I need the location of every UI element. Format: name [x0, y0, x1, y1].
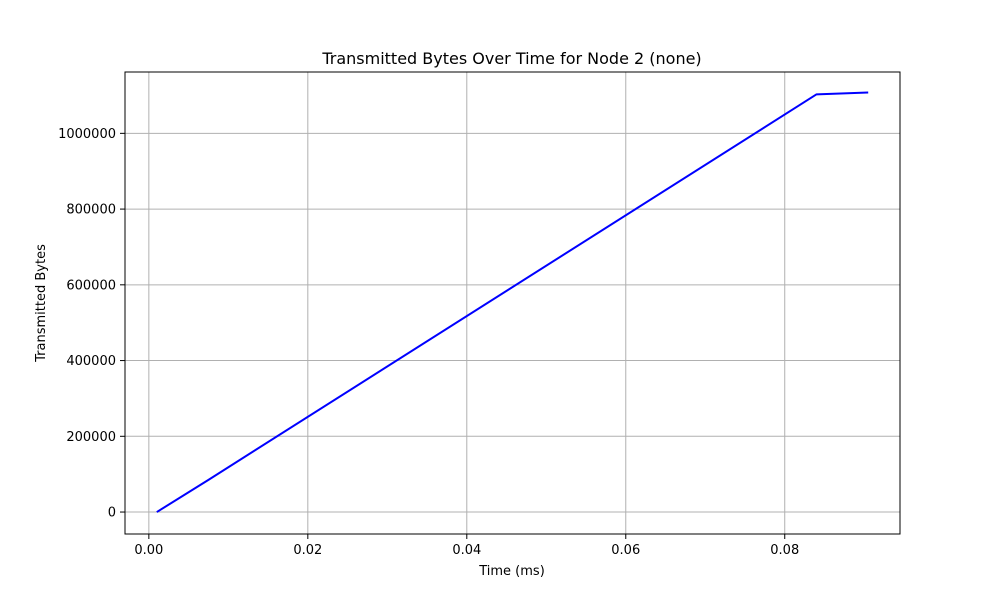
y-tick-label: 600000 [66, 278, 116, 293]
y-tick-label: 800000 [66, 203, 116, 218]
chart-title: Transmitted Bytes Over Time for Node 2 (… [321, 49, 701, 68]
x-tick-label: 0.00 [134, 543, 163, 558]
y-ticks: 0 200000 400000 600000 800000 1000000 [58, 127, 125, 521]
y-tick-label: 400000 [66, 354, 116, 369]
x-tick-label: 0.06 [611, 543, 640, 558]
x-tick-label: 0.04 [452, 543, 481, 558]
x-tick-label: 0.02 [293, 543, 322, 558]
y-tick-label: 200000 [66, 430, 116, 445]
y-tick-label: 0 [108, 506, 116, 521]
x-ticks: 0.00 0.02 0.04 0.06 0.08 [134, 534, 799, 558]
y-tick-label: 1000000 [58, 127, 116, 142]
grid-lines [125, 72, 900, 534]
x-axis-label: Time (ms) [478, 564, 545, 579]
plot-frame [124, 71, 901, 535]
y-axis-label: Transmitted Bytes [34, 244, 49, 363]
series-line-0 [156, 91, 869, 513]
series-layer [156, 91, 869, 513]
x-tick-label: 0.08 [770, 543, 799, 558]
